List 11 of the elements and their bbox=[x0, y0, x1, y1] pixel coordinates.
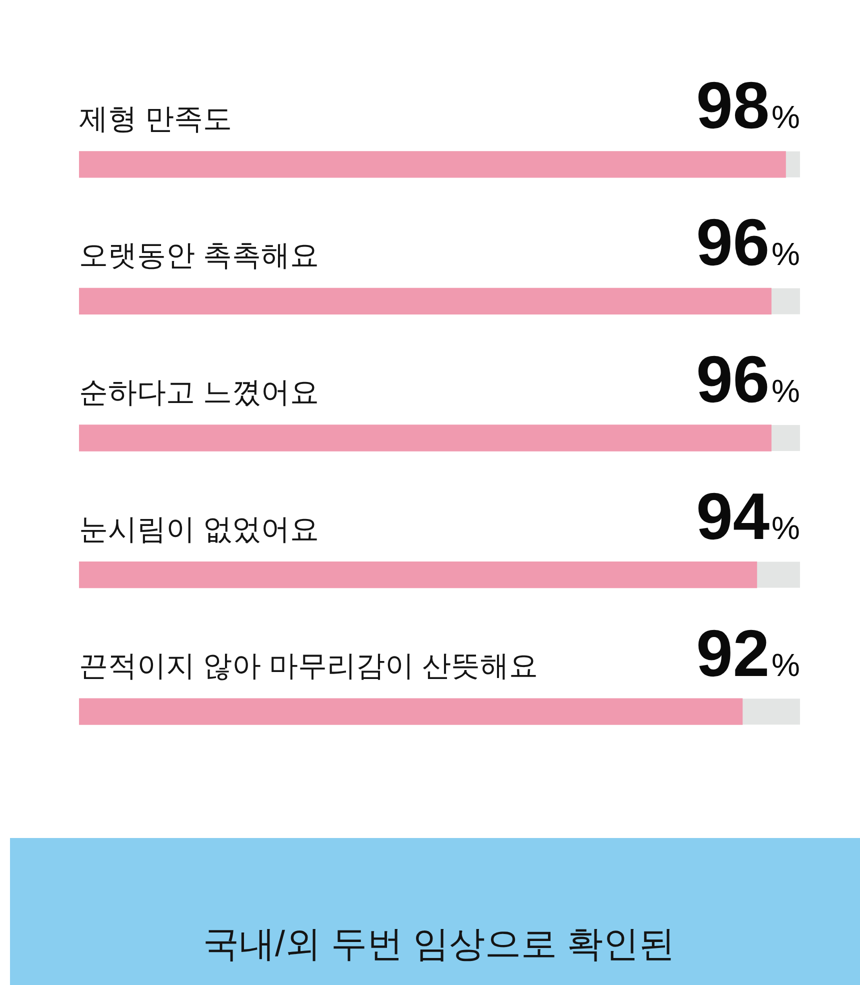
text: 국내/외 두번 임상으로 확인된 bbox=[202, 922, 676, 966]
data-label: 96% bbox=[696, 205, 800, 280]
y-tick-label: 제형 만족도 bbox=[79, 103, 232, 136]
y-tick-label: 끈적이지 않아 마무리감이 산뜻해요 bbox=[79, 650, 538, 683]
y-tick-label: 눈시림이 없었어요 bbox=[79, 514, 320, 546]
y-tick-label: 오랫동안 촉촉해요 bbox=[79, 240, 320, 272]
data-label: 98% bbox=[696, 68, 800, 142]
data-label: 92% bbox=[696, 616, 800, 690]
y-tick-label: 순하다고 느꼈어요 bbox=[79, 377, 320, 409]
data-label: 96% bbox=[696, 342, 800, 416]
data-label: 94% bbox=[696, 478, 800, 553]
